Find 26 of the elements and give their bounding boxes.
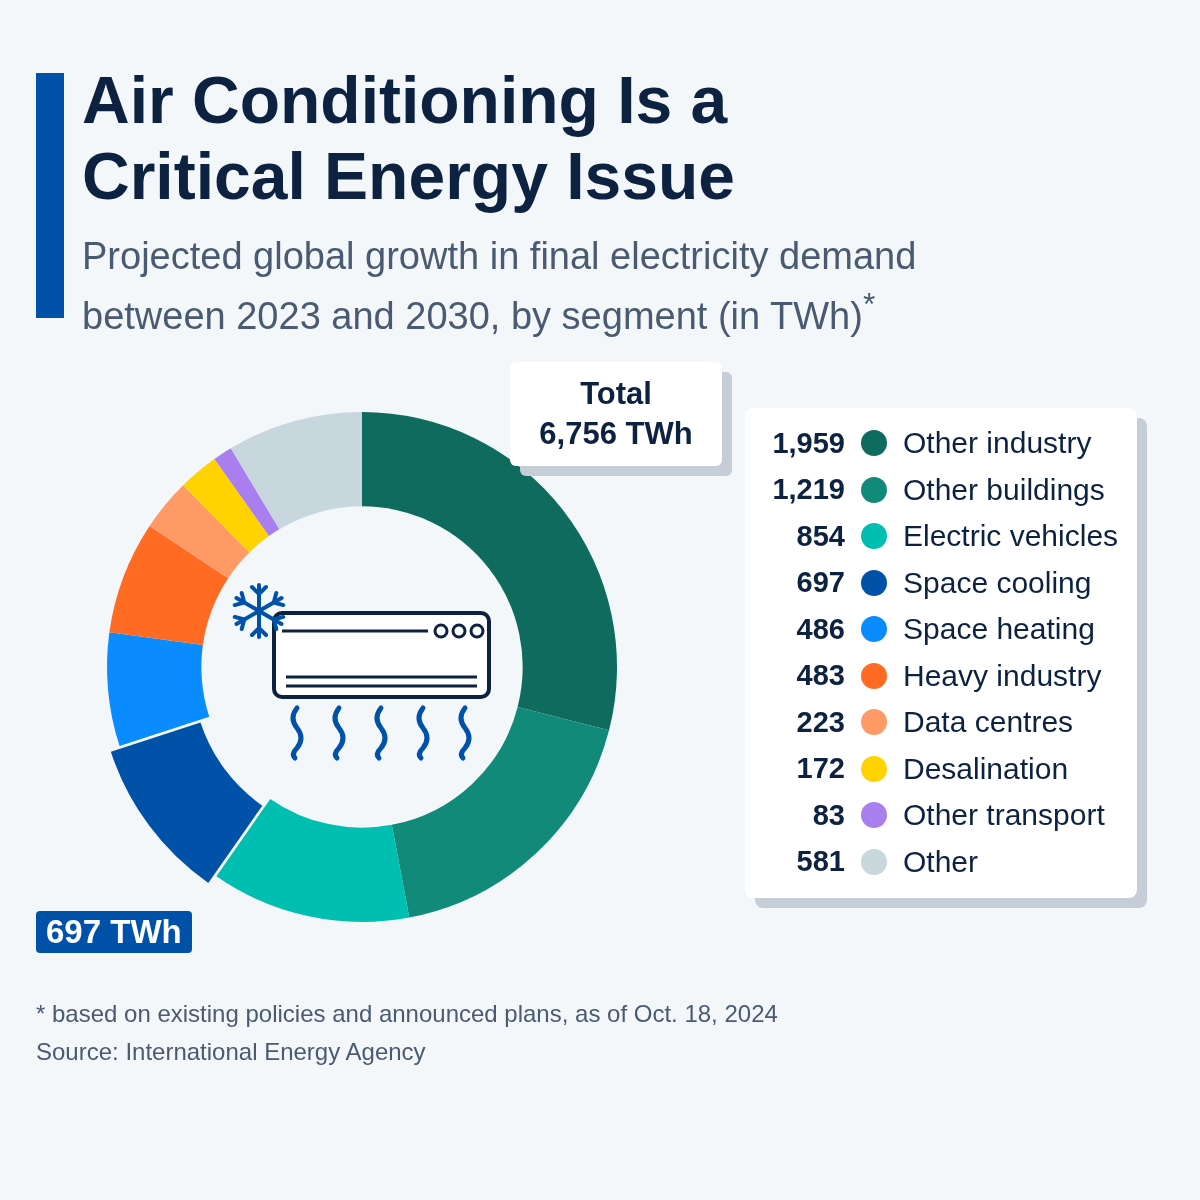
data-label: 83 bbox=[811, 798, 845, 832]
data-label: 1,959 bbox=[771, 426, 845, 460]
data-label: 1,219 bbox=[771, 473, 845, 507]
legend-label: Other industry bbox=[903, 426, 1092, 461]
legend-label: Desalination bbox=[903, 751, 1069, 786]
chart-title: Air Conditioning Is a Critical Energy Issue bbox=[82, 62, 736, 214]
legend-label: Other buildings bbox=[903, 472, 1105, 507]
legend-label: Space heating bbox=[903, 612, 1095, 647]
chart-subtitle: Projected global growth in final electricity demand between 2023 and 2030, by segment (in TWh)$^{*}$ bbox=[82, 234, 918, 339]
text: * based on existing policies and announced plans, as of Oct. 18, 2024 bbox=[36, 1000, 778, 1028]
source-note: Source: International Energy Agency bbox=[36, 1038, 426, 1066]
legend-label: Electric vehicles bbox=[903, 519, 1119, 554]
data-label: 581 bbox=[795, 845, 845, 879]
data-label: 486 bbox=[795, 612, 845, 646]
text: 697 TWh bbox=[36, 911, 192, 953]
legend-label: Other bbox=[903, 844, 979, 879]
legend-label: Other transport bbox=[903, 798, 1105, 833]
data-label: 483 bbox=[795, 659, 845, 693]
text: Total 6,756 TWh bbox=[538, 375, 694, 453]
data-label: 223 bbox=[795, 705, 845, 739]
legend-label: Space cooling bbox=[903, 565, 1092, 600]
data-label: 697 bbox=[795, 566, 845, 600]
legend-label: Heavy industry bbox=[903, 658, 1102, 693]
data-label: 172 bbox=[795, 752, 845, 786]
data-label: 854 bbox=[795, 519, 845, 553]
legend-label: Data centres bbox=[903, 705, 1074, 740]
